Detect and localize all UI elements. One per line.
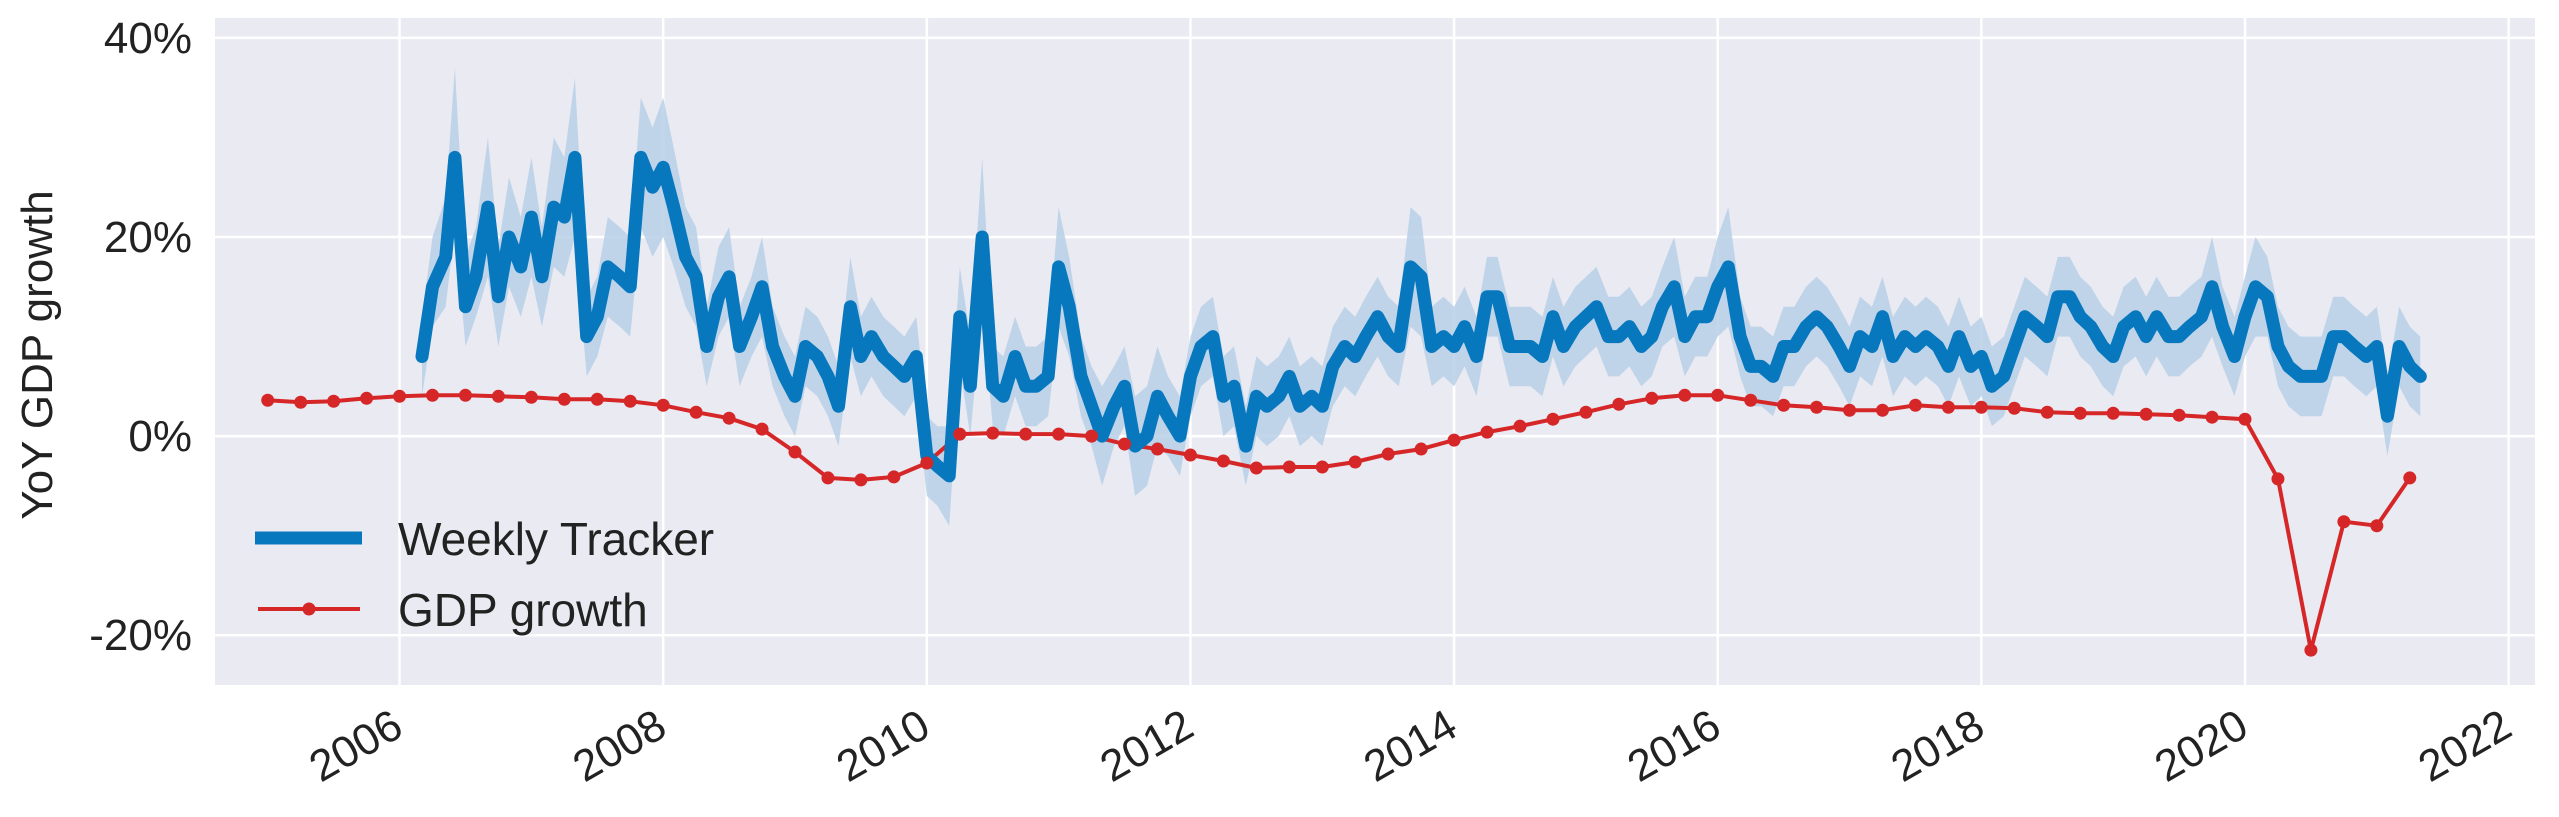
gdp-growth-point: [953, 427, 967, 441]
x-tick-label: 2014: [1356, 700, 1465, 791]
gdp-growth-point: [2205, 410, 2219, 424]
gdp-growth-point: [2106, 406, 2120, 420]
gdp-growth-point: [920, 456, 934, 470]
gdp-growth-point: [1151, 442, 1164, 456]
gdp-growth-point: [1974, 400, 1988, 414]
grid: [215, 18, 2535, 685]
gdp-growth-point: [2139, 407, 2153, 421]
gdp-growth-point: [755, 422, 769, 436]
gdp-growth-point: [1810, 400, 1824, 414]
gdp-growth-point: [2172, 408, 2186, 422]
marker-layer: [261, 388, 2417, 657]
gdp-growth-point: [2304, 643, 2318, 657]
gdp-growth-point: [788, 445, 802, 459]
gdp-growth-point: [2040, 405, 2054, 419]
gdp-growth-point: [986, 426, 1000, 440]
gdp-growth-point: [1085, 429, 1099, 443]
gdp-growth-point: [1579, 405, 1593, 419]
gdp-growth-point: [524, 390, 538, 404]
gdp-growth-point: [854, 473, 868, 487]
gdp-growth-point: [1513, 419, 1527, 433]
y-tick-label: -20%: [89, 611, 192, 660]
gdp-growth-point: [689, 405, 703, 419]
x-tick-label: 2020: [2147, 700, 2256, 791]
legend: Weekly Tracker GDP growth: [255, 513, 714, 636]
gdp-growth-point: [1118, 437, 1132, 451]
gdp-growth-point: [1777, 398, 1791, 412]
x-tick-label: 2010: [829, 700, 938, 791]
gdp-growth-point: [458, 388, 472, 402]
gdp-growth-point: [1546, 412, 1560, 426]
gdp-growth-point: [1908, 398, 1922, 412]
y-tick-labels: -20% 0% 20% 40%: [89, 14, 192, 660]
x-tick-label: 2022: [2410, 700, 2519, 791]
gdp-growth-point: [1381, 447, 1395, 461]
gdp-growth-point: [1744, 393, 1758, 407]
x-tick-label: 2006: [301, 700, 410, 791]
gdp-growth-point: [1315, 460, 1329, 474]
gdp-growth-point: [1249, 461, 1263, 475]
gdp-growth-point: [821, 471, 835, 485]
x-tick-label: 2018: [1883, 700, 1992, 791]
x-tick-label: 2008: [565, 700, 674, 791]
gdp-growth-point: [2337, 515, 2351, 529]
gdp-growth-point: [1876, 403, 1889, 417]
gdp-growth-point: [294, 395, 308, 409]
gdp-growth-point: [2007, 401, 2021, 415]
gdp-growth-point: [722, 411, 736, 425]
gdp-growth-point: [261, 393, 275, 407]
gdp-growth-point: [557, 392, 571, 406]
gdp-growth-point: [1183, 448, 1197, 462]
gdp-growth-point: [426, 388, 439, 402]
gdp-growth-point: [1052, 427, 1066, 441]
gdp-growth-point: [2271, 472, 2285, 486]
legend-label-weekly-tracker: Weekly Tracker: [398, 513, 714, 565]
gdp-growth-point: [1414, 442, 1428, 456]
gdp-growth-point: [1843, 403, 1857, 417]
gdp-growth-point: [1019, 427, 1033, 441]
gdp-growth-point: [327, 394, 341, 408]
gdp-growth-point: [1216, 454, 1230, 468]
gdp-growth-point: [590, 392, 604, 406]
gdp-growth-point: [1941, 400, 1955, 414]
gdp-growth-point: [1348, 455, 1362, 469]
gdp-growth-point: [623, 394, 637, 408]
gdp-growth-point: [2370, 519, 2384, 533]
gdp-growth-point: [1282, 460, 1296, 474]
gdp-growth-point: [887, 470, 901, 484]
y-axis-label: YoY GDP growth: [13, 190, 62, 519]
y-tick-label: 20%: [104, 213, 192, 262]
x-tick-label: 2016: [1619, 700, 1728, 791]
gdp-growth-point: [2403, 471, 2417, 485]
gdp-growth-point: [360, 391, 374, 405]
gdp-growth-point: [393, 389, 407, 403]
gdp-growth-point: [491, 389, 505, 403]
gdp-growth-point: [1480, 425, 1494, 439]
gdp-growth-point: [1612, 397, 1626, 411]
gdp-growth-point: [1678, 388, 1692, 402]
gdp-growth-point: [656, 398, 670, 412]
y-tick-label: 40%: [104, 14, 192, 63]
gdp-growth-point: [2238, 412, 2252, 426]
legend-label-gdp-growth: GDP growth: [398, 584, 648, 636]
gdp-growth-point: [1711, 388, 1725, 402]
x-tick-labels: 2006 2008 2010 2012 2014 2016 2018 2020 2022: [301, 700, 2519, 791]
gdp-growth-point: [1447, 433, 1461, 447]
y-tick-label: 0%: [128, 412, 192, 461]
x-tick-label: 2012: [1092, 700, 1201, 791]
gdp-growth-point: [1645, 391, 1659, 405]
legend-marker-gdp-growth: [302, 602, 316, 616]
weekly-tracker-line: [415, 150, 2427, 483]
gdp-growth-point: [2073, 406, 2087, 420]
